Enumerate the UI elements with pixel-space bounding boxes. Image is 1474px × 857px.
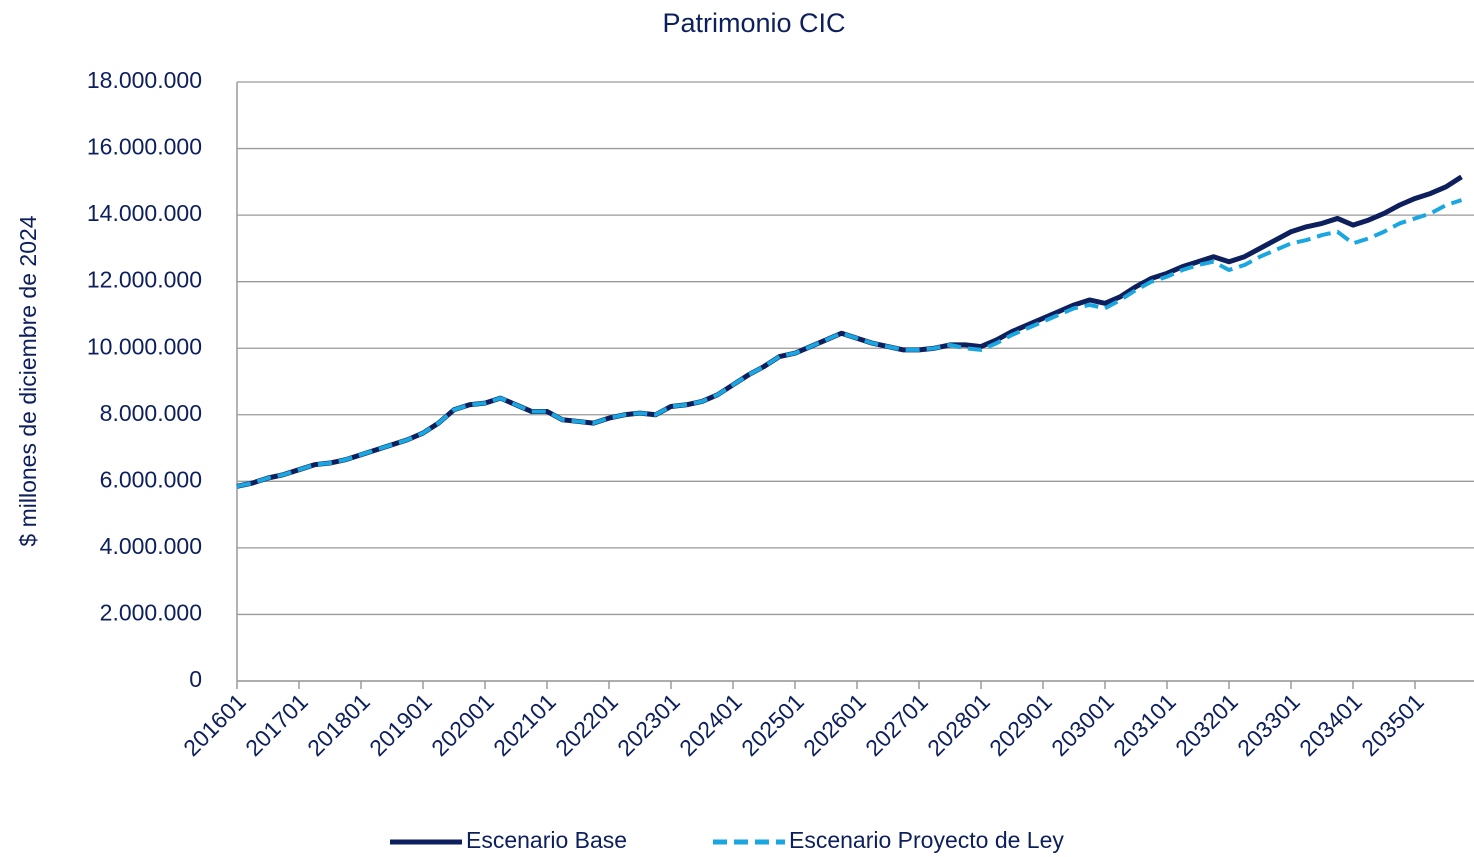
x-tick-label: 202001 bbox=[426, 688, 499, 761]
series-line bbox=[236, 198, 1463, 489]
x-tick-label: 202901 bbox=[984, 688, 1057, 761]
y-tick-label: 10.000.000 bbox=[87, 333, 202, 359]
y-tick-label: 16.000.000 bbox=[87, 134, 202, 160]
y-tick-label: 18.000.000 bbox=[87, 67, 202, 93]
x-tick-label: 202601 bbox=[798, 688, 871, 761]
x-tick-label: 202401 bbox=[674, 688, 747, 761]
y-tick-label: 4.000.000 bbox=[100, 533, 202, 559]
x-tick-label: 203401 bbox=[1294, 688, 1367, 761]
x-tick-label: 202501 bbox=[736, 688, 809, 761]
x-tick-label: 203201 bbox=[1170, 688, 1243, 761]
x-tick-label: 203101 bbox=[1108, 688, 1181, 761]
series-line bbox=[236, 174, 1463, 489]
x-tick-label: 202801 bbox=[922, 688, 995, 761]
x-tick-label: 203001 bbox=[1046, 688, 1119, 761]
y-tick-label: 14.000.000 bbox=[87, 200, 202, 226]
x-tick-label: 203501 bbox=[1356, 688, 1429, 761]
chart-title: Patrimonio CIC bbox=[662, 8, 845, 38]
y-tick-label: 12.000.000 bbox=[87, 267, 202, 293]
x-tick-label: 201801 bbox=[302, 688, 375, 761]
x-tick-label: 202101 bbox=[488, 688, 561, 761]
legend-label: Escenario Base bbox=[466, 827, 627, 853]
x-tick-label: 202301 bbox=[612, 688, 685, 761]
x-tick-label: 201601 bbox=[178, 688, 251, 761]
x-tick-label: 203301 bbox=[1232, 688, 1305, 761]
legend-label: Escenario Proyecto de Ley bbox=[789, 827, 1064, 853]
y-tick-label: 2.000.000 bbox=[100, 600, 202, 626]
x-tick-label: 201701 bbox=[240, 688, 313, 761]
y-tick-label: 8.000.000 bbox=[100, 400, 202, 426]
x-tick-label: 202701 bbox=[860, 688, 933, 761]
y-axis-label: $ millones de diciembre de 2024 bbox=[15, 215, 41, 546]
x-tick-label: 201901 bbox=[364, 688, 437, 761]
y-tick-label: 0 bbox=[189, 666, 202, 692]
y-tick-label: 6.000.000 bbox=[100, 466, 202, 492]
x-tick-label: 202201 bbox=[550, 688, 623, 761]
